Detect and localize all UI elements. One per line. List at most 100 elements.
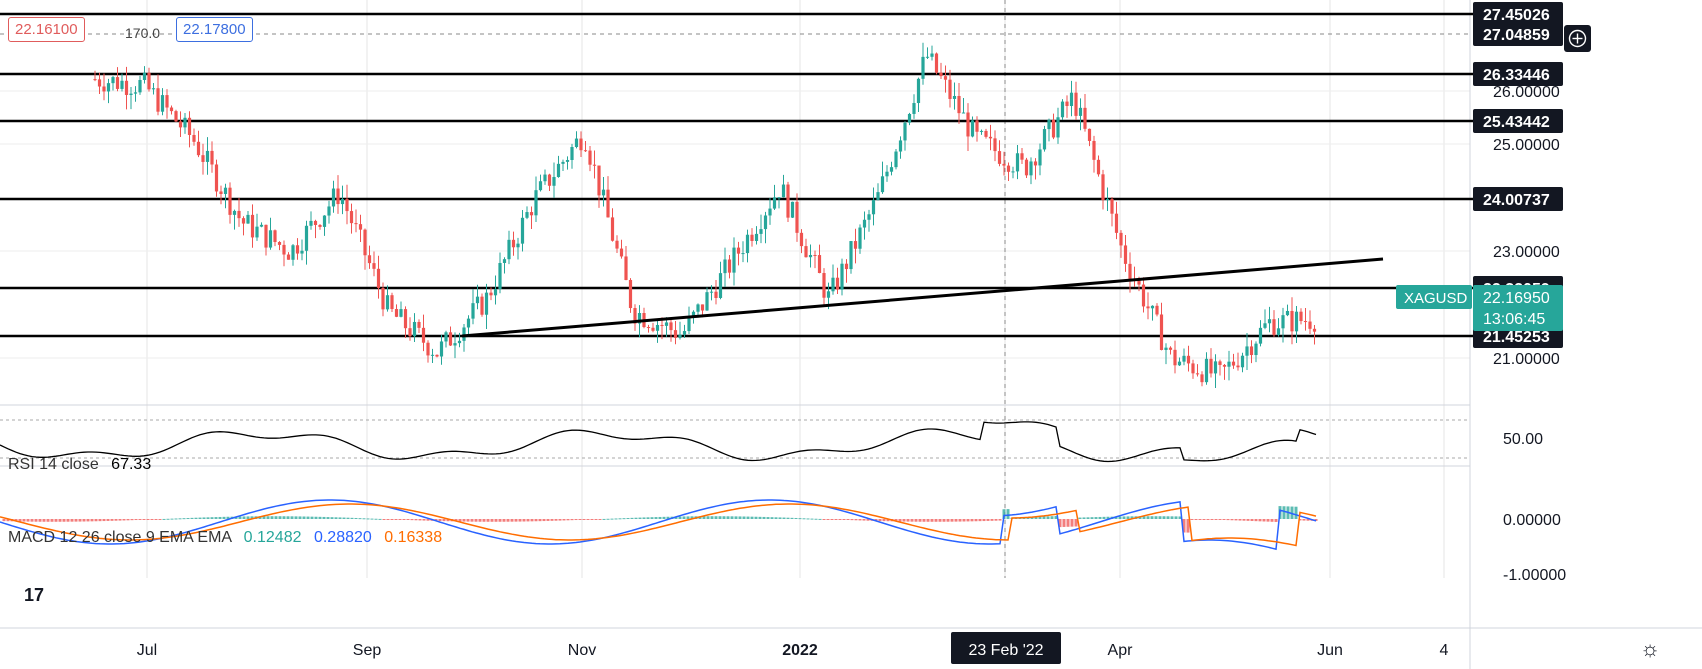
rsi-legend[interactable]: RSI 14 close 67.33	[8, 456, 151, 474]
candle-body	[556, 163, 561, 178]
sell-price-button[interactable]: 22.16100	[8, 17, 85, 42]
macd-histogram-bar	[902, 519, 906, 522]
candle-body	[201, 155, 205, 162]
macd-histogram-bar	[42, 519, 46, 522]
macd-histogram-bar	[666, 516, 670, 519]
macd-histogram-bar	[1098, 516, 1102, 519]
macd-histogram-bar	[1174, 516, 1178, 519]
macd-histogram-bar	[1034, 516, 1038, 519]
candle-body	[777, 197, 781, 199]
macd-histogram-bar	[426, 519, 430, 521]
candle-body	[1033, 161, 1038, 166]
macd-histogram-bar	[558, 519, 562, 521]
level-price-label: 25.43442	[1483, 114, 1550, 131]
macd-histogram-bar	[130, 519, 134, 521]
candle-body	[498, 262, 502, 290]
candle-body	[309, 220, 313, 226]
candle-body	[295, 245, 300, 254]
macd-histogram-bar	[462, 519, 466, 522]
candle-body	[268, 230, 273, 248]
candle-body	[120, 80, 124, 89]
macd-title: MACD 12 26 close 9 EMA EMA	[8, 529, 232, 546]
macd-histogram-bar	[222, 516, 226, 519]
candle-body	[241, 218, 246, 224]
macd-histogram-bar	[186, 518, 190, 520]
macd-histogram-bar	[318, 516, 322, 519]
candle-body	[160, 95, 165, 112]
macd-histogram-bar	[690, 516, 694, 519]
candle-body	[525, 212, 529, 218]
macd-histogram-bar	[706, 516, 710, 519]
macd-histogram-bar	[194, 517, 198, 519]
candle-body	[417, 321, 421, 328]
macd-histogram-bar	[154, 519, 158, 520]
candle-body	[619, 248, 624, 257]
macd-axis-tick: 0.00000	[1503, 512, 1561, 529]
macd-histogram-bar	[46, 519, 50, 522]
macd-histogram-bar	[522, 519, 526, 522]
macd-histogram-bar	[1254, 519, 1258, 522]
macd-histogram-bar	[1074, 519, 1078, 527]
macd-line	[0, 499, 1317, 551]
candle-body	[984, 130, 988, 137]
macd-histogram-bar	[1262, 519, 1266, 522]
candle-body	[444, 332, 448, 342]
macd-histogram-bar	[746, 516, 750, 519]
candle-body	[183, 117, 187, 128]
candle-body	[579, 138, 583, 151]
candle-body	[466, 318, 471, 328]
candle-body	[768, 208, 772, 216]
macd-histogram-bar	[1182, 519, 1186, 533]
time-tick-label: Sep	[353, 642, 382, 659]
candle-body	[628, 279, 633, 309]
candle-body	[286, 254, 291, 260]
macd-histogram-bar	[738, 516, 742, 519]
macd-histogram-bar	[714, 516, 718, 519]
candle-body	[147, 72, 151, 90]
candle-body	[381, 287, 385, 310]
tradingview-logo-icon[interactable]: 17	[14, 580, 54, 610]
macd-histogram-bar	[1206, 519, 1210, 520]
macd-histogram-bar	[174, 518, 178, 520]
macd-histogram-bar	[330, 517, 334, 519]
candle-body	[610, 217, 615, 241]
candle-body	[511, 239, 516, 248]
macd-legend[interactable]: MACD 12 26 close 9 EMA EMA 0.12482 0.288…	[8, 529, 442, 547]
macd-histogram-bar	[98, 519, 102, 522]
candle-body	[543, 174, 547, 182]
candle-body	[462, 327, 466, 341]
macd-histogram-bar	[142, 519, 146, 520]
candle-body	[255, 226, 259, 238]
macd-histogram-bar	[1282, 506, 1286, 519]
macd-histogram-bar	[1090, 517, 1094, 519]
candle-body	[1110, 199, 1114, 214]
candle-body	[723, 259, 727, 274]
candle-body	[1029, 161, 1033, 176]
settings-gear-icon[interactable]: ☼	[1640, 636, 1661, 661]
candle-body	[817, 255, 822, 274]
macd-histogram-bar	[478, 519, 482, 522]
candle-body	[1231, 361, 1236, 366]
candle-body	[300, 250, 304, 254]
buy-price-button[interactable]: 22.17800	[176, 17, 253, 42]
macd-histogram-bar	[742, 516, 746, 519]
macd-histogram-bar	[1274, 519, 1278, 522]
add-alert-button[interactable]	[1564, 25, 1591, 52]
macd-histogram-bar	[1202, 519, 1206, 520]
macd-histogram-bar	[90, 519, 94, 522]
candle-body	[844, 263, 849, 270]
macd-histogram-bar	[1126, 516, 1130, 519]
macd-histogram-bar	[782, 517, 786, 519]
candle-body	[1155, 305, 1159, 315]
candle-body	[1258, 327, 1263, 344]
candle-body	[763, 215, 768, 230]
macd-histogram-bar	[582, 519, 586, 520]
macd-histogram-bar	[898, 519, 902, 522]
macd-histogram-bar	[86, 519, 90, 522]
candle-body	[1011, 171, 1015, 173]
macd-histogram-bar	[1058, 519, 1062, 528]
macd-histogram-bar	[466, 519, 470, 522]
candle-body	[1272, 319, 1276, 335]
macd-histogram-bar	[914, 519, 918, 522]
